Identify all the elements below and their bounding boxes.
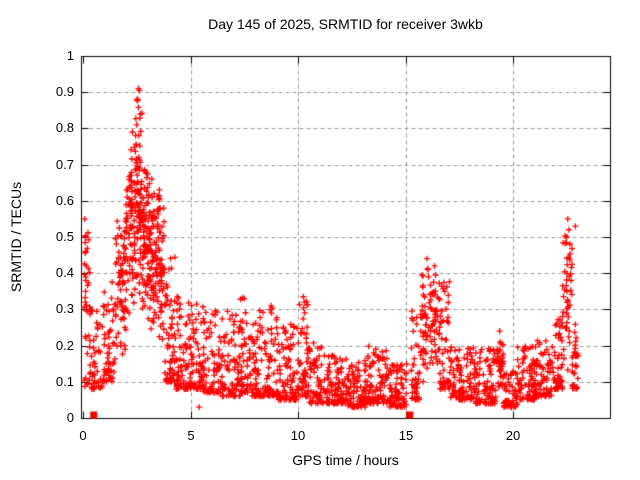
x-axis-label: GPS time / hours bbox=[292, 452, 399, 468]
chart-title: Day 145 of 2025, SRMTID for receiver 3wk… bbox=[208, 16, 483, 32]
x-tick-label: 20 bbox=[505, 428, 521, 443]
y-tick-label: 0.8 bbox=[55, 120, 74, 135]
x-tick-label: 15 bbox=[398, 428, 414, 443]
y-tick-label: 1 bbox=[66, 48, 74, 63]
y-tick-label: 0.5 bbox=[55, 229, 74, 244]
x-tick-label: 5 bbox=[187, 428, 195, 443]
y-tick-label: 0 bbox=[66, 410, 74, 425]
x-tick-label: 10 bbox=[290, 428, 306, 443]
y-tick-label: 0.3 bbox=[55, 301, 74, 316]
y-axis-label: SRMTID / TECUs bbox=[8, 181, 24, 293]
y-tick-label: 0.6 bbox=[55, 193, 74, 208]
y-tick-label: 0.7 bbox=[55, 157, 74, 172]
x-tick-label: 0 bbox=[79, 428, 87, 443]
y-tick-label: 0.9 bbox=[55, 84, 74, 99]
y-tick-label: 0.4 bbox=[55, 265, 74, 280]
y-tick-label: 0.1 bbox=[55, 374, 74, 389]
y-tick-label: 0.2 bbox=[55, 338, 74, 353]
